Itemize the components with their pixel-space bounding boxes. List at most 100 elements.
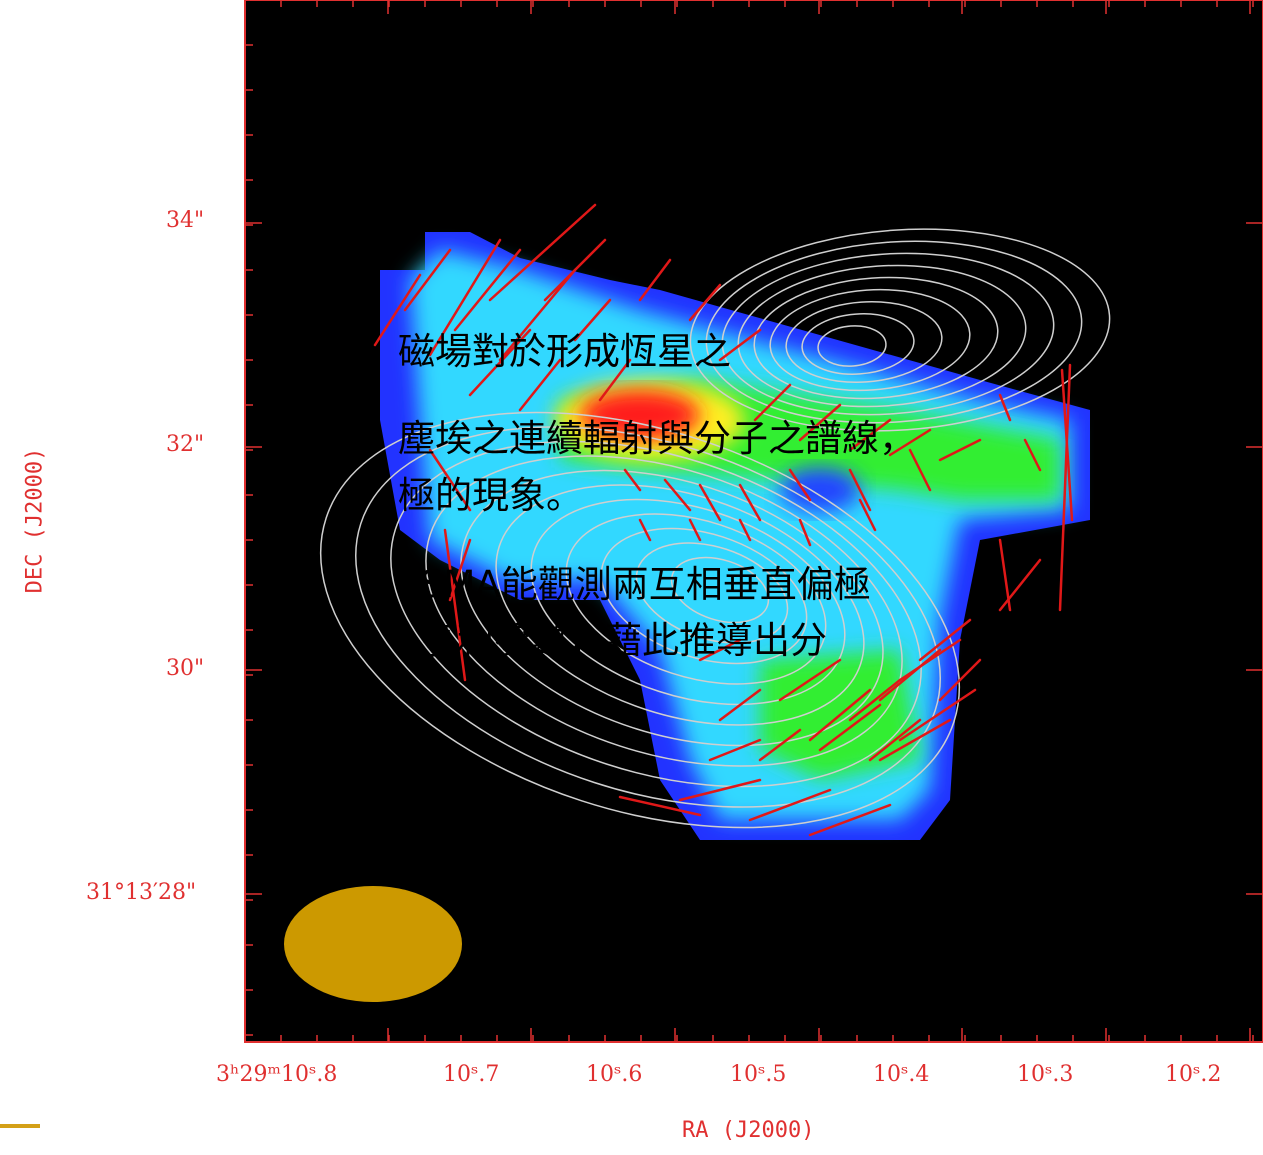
y-tick-label: 34": [166, 208, 205, 233]
slide-accent-bar: [0, 1124, 40, 1128]
x-axis-title: RA (J2000): [682, 1118, 815, 1143]
contour-level: [425, 455, 903, 767]
polarization-vector: [788, 468, 812, 502]
contour-level: [355, 426, 941, 808]
contour-level: [635, 542, 789, 644]
contour-level: [689, 228, 1111, 432]
polarization-vector: [428, 238, 502, 357]
polarization-vector: [443, 528, 467, 682]
polarization-vector: [753, 383, 792, 422]
polarization-vector: [798, 518, 812, 547]
x-tick-label: 10ˢ.6: [586, 1062, 643, 1087]
contour-level: [319, 411, 961, 829]
polarization-vector: [448, 538, 472, 602]
x-tick-label: 10ˢ.3: [1017, 1062, 1074, 1087]
intensity-contours: [319, 228, 1111, 829]
polarization-vector: [518, 358, 562, 412]
polarization-vector: [918, 618, 972, 662]
polarization-vector: [878, 648, 942, 702]
polarization-vector: [663, 478, 692, 512]
contour-level: [721, 252, 1055, 416]
contour-level: [753, 276, 999, 400]
polarization-vector: [878, 718, 952, 762]
contour-level: [565, 513, 827, 685]
polarization-vector: [718, 688, 762, 722]
polarization-vector: [623, 468, 642, 492]
contour-level: [460, 469, 884, 747]
polarization-vector: [858, 498, 877, 532]
overlay-text-line: 磁場對於形成恆星之: [398, 330, 731, 373]
polarization-vector: [678, 778, 762, 802]
polarization-vector: [688, 518, 702, 542]
polarization-vector: [428, 448, 472, 512]
polarization-vector: [898, 638, 962, 682]
overlay-text-line: 亨利參數，藉此推導出分: [420, 619, 827, 662]
emission-blue-blob: [780, 468, 860, 512]
contour-level: [785, 300, 943, 384]
polarization-vector: [618, 795, 702, 817]
beam-ellipse: [284, 886, 462, 1002]
polarization-vector: [938, 658, 982, 702]
contour-level: [600, 527, 808, 665]
y-tick-label: 30": [166, 656, 205, 681]
polarization-vector: [848, 468, 872, 512]
contour-level: [495, 484, 865, 726]
y-tick-label: 32": [166, 432, 205, 457]
polarization-vector: [818, 703, 882, 752]
x-tick-label: 10ˢ.4: [873, 1062, 930, 1087]
polarization-vector: [938, 438, 982, 462]
polarization-vector: [403, 248, 452, 312]
emission-red-peak: [580, 390, 700, 440]
overlay-text-line: SMA能觀測兩互相垂直偏極: [420, 563, 871, 606]
polarization-vector: [808, 688, 872, 742]
polarization-vector: [498, 268, 577, 362]
polarization-vector: [453, 248, 522, 332]
polarization-vector: [898, 688, 977, 742]
axis-ticks: [244, 0, 1263, 1042]
polarization-vector: [848, 678, 902, 722]
x-tick-label: 10ˢ.2: [1165, 1062, 1222, 1087]
polarization-vector: [638, 518, 652, 542]
polarization-vector: [748, 788, 832, 822]
polarization-vector: [688, 283, 722, 322]
polarization-vector: [1058, 363, 1072, 612]
polarization-vectors: [373, 203, 1074, 837]
contour-level: [801, 313, 915, 375]
polarization-vector: [758, 728, 802, 762]
y-tick-label: 31°13′28": [86, 880, 197, 905]
contour-level: [705, 240, 1083, 424]
x-tick-label: 10ˢ.5: [730, 1062, 787, 1087]
polarization-vector: [638, 258, 672, 302]
polarization-vector: [848, 418, 892, 452]
polarization-vector: [598, 358, 632, 402]
polarization-vector: [738, 483, 762, 522]
polarization-vector: [738, 518, 752, 542]
polarization-vector: [808, 803, 892, 837]
x-tick-label: 3ʰ29ᵐ10ˢ.8: [216, 1062, 338, 1087]
polarization-vector: [698, 483, 722, 522]
polarization-vector: [543, 238, 607, 302]
polarization-vector: [998, 393, 1012, 422]
polarization-vector: [1023, 438, 1042, 472]
contour-level: [670, 556, 770, 624]
polarization-vector: [698, 638, 742, 662]
overlay-text-line: 極的現象。: [398, 474, 583, 517]
polarization-vector: [718, 328, 762, 362]
frame-border: [244, 0, 1263, 1043]
contour-level: [817, 325, 887, 367]
y-axis-title: DEC (J2000): [22, 447, 48, 594]
overlay-text-line: 塵埃之連續輻射與分子之譜線，: [398, 417, 916, 460]
x-tick-label: 10ˢ.7: [443, 1062, 500, 1087]
polarization-vector: [373, 273, 422, 347]
polarization-vector: [798, 403, 842, 442]
contour-level: [390, 440, 922, 788]
polarization-vector: [888, 428, 932, 457]
polarization-vector: [573, 298, 612, 342]
contour-level: [769, 288, 971, 392]
polarization-vector: [488, 203, 597, 302]
polarization-vector: [708, 738, 762, 762]
polarization-vector: [468, 328, 532, 397]
polarization-vector: [908, 448, 932, 492]
polarization-vector: [868, 718, 922, 762]
